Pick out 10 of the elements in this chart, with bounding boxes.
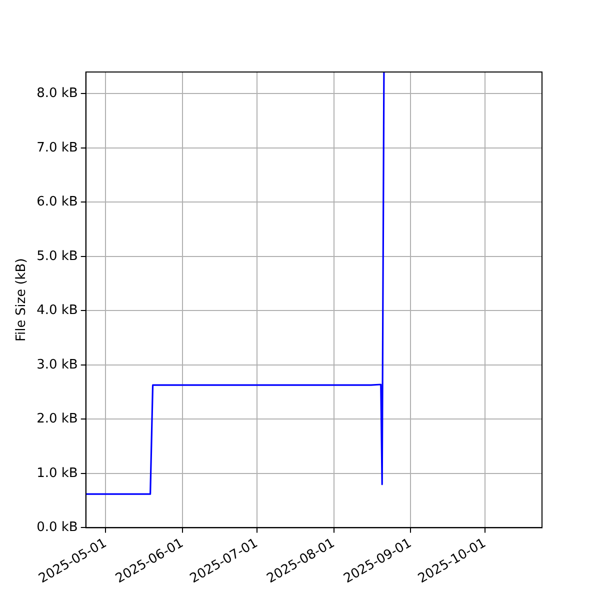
- y-tick-label: 3.0 kB: [36, 357, 78, 372]
- y-axis-title: File Size (kB): [14, 258, 30, 342]
- y-tick-label: 2.0 kB: [36, 412, 78, 427]
- y-tick-label: 5.0 kB: [36, 248, 78, 264]
- y-tick-label: 4.0 kB: [36, 303, 78, 318]
- y-tick-label: 1.0 kB: [36, 466, 78, 481]
- y-tick-label: 7.0 kB: [36, 140, 78, 156]
- y-tick-label: 8.0 kB: [36, 86, 78, 102]
- y-tick-label: 0.0 kB: [36, 520, 78, 536]
- y-tick-label: 6.0 kB: [36, 194, 78, 210]
